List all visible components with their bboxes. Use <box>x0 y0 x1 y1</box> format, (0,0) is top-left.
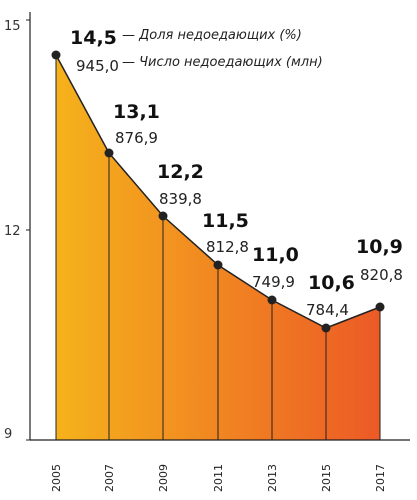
pct-data-label: 12,2 <box>157 161 204 183</box>
x-tick-label: 2007 <box>103 464 116 492</box>
legend-count: — Число недоедающих (млн) <box>122 55 323 70</box>
count-data-label: 820,8 <box>360 266 403 284</box>
x-tick-label: 2009 <box>157 464 170 492</box>
x-tick-label: 2017 <box>374 464 387 492</box>
count-data-label: 945,0 <box>76 57 119 75</box>
data-point <box>267 295 277 305</box>
pct-data-label: 11,5 <box>202 210 249 232</box>
y-tick-label: 9 <box>4 427 12 442</box>
area-fill <box>56 55 380 440</box>
x-tick-label: 2015 <box>320 464 333 492</box>
pct-data-label: 10,9 <box>356 236 403 258</box>
count-data-label: 839,8 <box>159 190 202 208</box>
count-data-label: 749,9 <box>252 273 295 291</box>
data-point <box>213 260 223 270</box>
count-data-label: 784,4 <box>306 301 349 319</box>
data-point <box>321 323 331 333</box>
x-tick-label: 2011 <box>212 464 225 492</box>
data-point <box>104 148 114 158</box>
legend-share: — Доля недоедающих (%) <box>122 28 302 43</box>
data-point <box>375 302 385 312</box>
x-tick-label: 2005 <box>50 464 63 492</box>
pct-data-label: 10,6 <box>308 272 355 294</box>
pct-data-label: 13,1 <box>113 101 160 123</box>
x-tick-label: 2013 <box>266 464 279 492</box>
pct-data-label: 14,5 <box>70 27 117 49</box>
data-point <box>51 50 61 60</box>
count-data-label: 812,8 <box>206 238 249 256</box>
y-tick-label: 12 <box>4 224 21 239</box>
count-data-label: 876,9 <box>115 129 158 147</box>
pct-data-label: 11,0 <box>252 244 299 266</box>
y-tick-label: 15 <box>4 19 21 34</box>
data-point <box>158 211 168 221</box>
